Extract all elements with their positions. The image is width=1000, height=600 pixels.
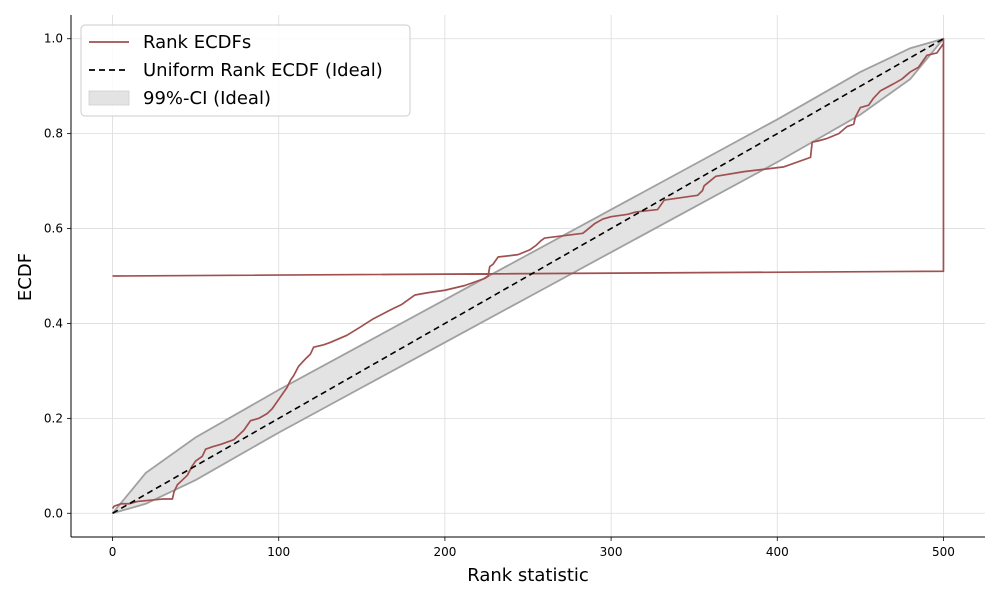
y-tick-label: 0.4 <box>44 316 63 330</box>
legend-swatch-band <box>88 90 130 106</box>
y-tick-label: 1.0 <box>44 32 63 46</box>
x-tick-label: 200 <box>433 545 456 559</box>
ticks-layer: 0 100 200 300 400 500 0.0 0.2 0.4 0.6 0.8 1.0 <box>44 32 955 559</box>
x-axis-label: Rank statistic <box>467 565 589 586</box>
x-tick-label: 300 <box>600 545 623 559</box>
rank-ecdf-line <box>111 37 945 510</box>
ci-band-upper <box>111 37 944 514</box>
x-tick-label: 0 <box>109 545 117 559</box>
confidence-band <box>111 37 945 515</box>
legend-frame <box>80 24 411 117</box>
ci-band-area <box>112 38 944 514</box>
legend-label: Uniform Rank ECDF (Ideal) <box>143 60 383 81</box>
y-tick-label: 0.8 <box>44 127 63 141</box>
y-tick-label: 0.6 <box>44 222 63 236</box>
x-tick-label: 400 <box>766 545 789 559</box>
legend-label: Rank ECDFs <box>143 32 251 53</box>
x-tick-label: 100 <box>267 545 290 559</box>
legend: Rank ECDFs Uniform Rank ECDF (Ideal) 99%-C… <box>80 24 411 117</box>
axes-layer <box>70 15 985 538</box>
y-tick-label: 0.2 <box>44 411 63 425</box>
y-tick-label: 0.0 <box>44 506 63 520</box>
y-axis-label: ECDF <box>15 253 36 301</box>
legend-label: 99%-CI (Ideal) <box>143 88 271 109</box>
x-tick-label: 500 <box>932 545 955 559</box>
ci-band-lower <box>112 38 945 515</box>
series-layer <box>111 37 945 514</box>
